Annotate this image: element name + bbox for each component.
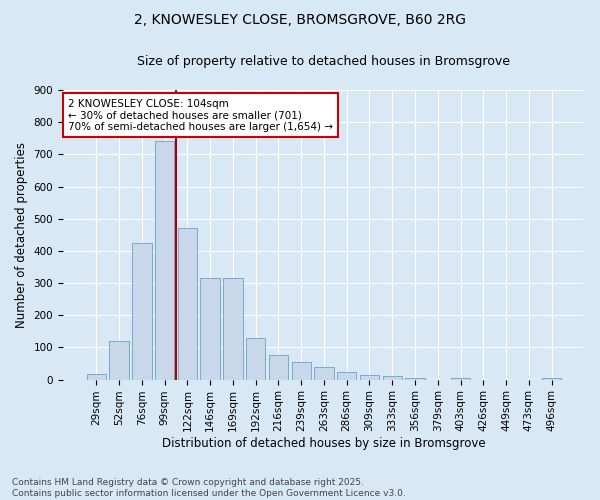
Bar	[383, 376, 402, 380]
X-axis label: Distribution of detached houses by size in Bromsgrove: Distribution of detached houses by size …	[162, 437, 486, 450]
Bar	[86, 374, 106, 380]
Bar	[542, 378, 561, 380]
Bar	[269, 356, 288, 380]
Bar	[132, 243, 152, 380]
Text: 2, KNOWESLEY CLOSE, BROMSGROVE, B60 2RG: 2, KNOWESLEY CLOSE, BROMSGROVE, B60 2RG	[134, 12, 466, 26]
Bar	[109, 341, 129, 380]
Bar	[314, 366, 334, 380]
Bar	[451, 378, 470, 380]
Text: Contains HM Land Registry data © Crown copyright and database right 2025.
Contai: Contains HM Land Registry data © Crown c…	[12, 478, 406, 498]
Bar	[292, 362, 311, 380]
Bar	[200, 278, 220, 380]
Bar	[178, 228, 197, 380]
Bar	[360, 375, 379, 380]
Bar	[155, 142, 174, 380]
Y-axis label: Number of detached properties: Number of detached properties	[15, 142, 28, 328]
Text: 2 KNOWESLEY CLOSE: 104sqm
← 30% of detached houses are smaller (701)
70% of semi: 2 KNOWESLEY CLOSE: 104sqm ← 30% of detac…	[68, 98, 333, 132]
Bar	[406, 378, 425, 380]
Bar	[246, 338, 265, 380]
Title: Size of property relative to detached houses in Bromsgrove: Size of property relative to detached ho…	[137, 55, 511, 68]
Bar	[337, 372, 356, 380]
Bar	[223, 278, 242, 380]
